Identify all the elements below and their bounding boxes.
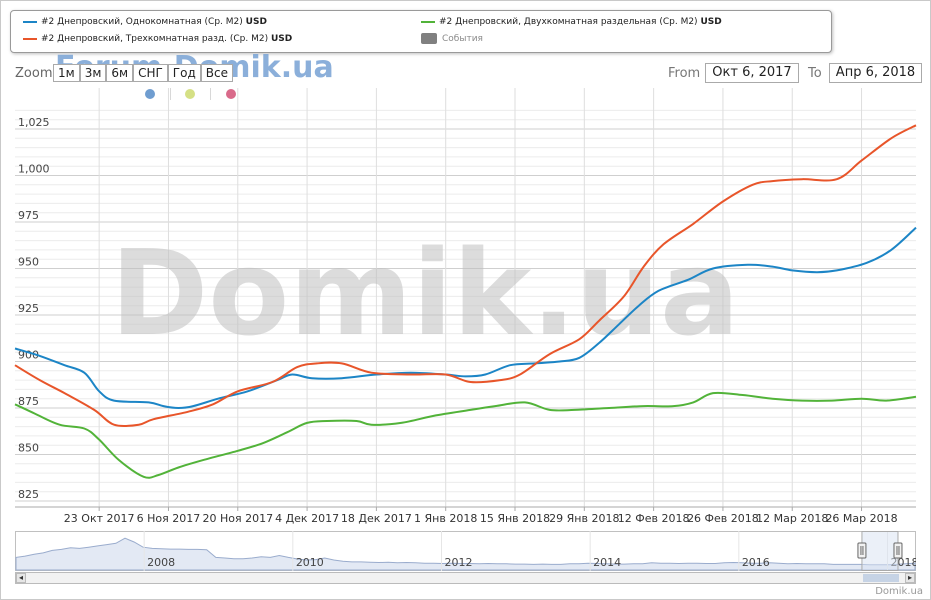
x-tick-label: 23 Окт 2017 <box>64 512 135 525</box>
legend-line-icon <box>421 20 435 23</box>
scrollbar[interactable]: ◂ ▸ <box>15 572 916 584</box>
legend-line-icon <box>23 20 37 23</box>
navigator-window[interactable] <box>861 531 899 571</box>
x-tick-label: 6 Ноя 2017 <box>137 512 201 525</box>
series-line-two-room <box>14 391 917 479</box>
y-tick-label: 975 <box>18 209 39 222</box>
navigator-handles[interactable] <box>857 542 903 559</box>
legend-item-two-room[interactable]: #2 Днепровский, Двухкомнатная раздельная… <box>421 17 722 27</box>
zoom-1m-button[interactable]: 1м <box>53 64 80 82</box>
navigator-year-label: 2010 <box>296 556 324 569</box>
events-flag-icon <box>421 33 437 44</box>
x-tick-label: 18 Дек 2017 <box>341 512 412 525</box>
main-chart: Domik.ua 8258508759009259509751,0001,025… <box>14 88 917 525</box>
navigator-year-label: 2012 <box>444 556 472 569</box>
legend-item-three-room[interactable]: #2 Днепровский, Трехкомнатная разд. (Ср.… <box>23 34 292 44</box>
y-tick-label: 925 <box>18 302 39 315</box>
event-dot-yellow[interactable] <box>185 89 195 99</box>
scroll-right-arrow-icon[interactable]: ▸ <box>905 573 915 583</box>
y-tick-label: 950 <box>18 256 39 269</box>
x-tick-label: 29 Янв 2018 <box>549 512 619 525</box>
vertical-grid <box>98 88 863 507</box>
event-dot-blue[interactable] <box>145 89 155 99</box>
zoom-ytd-button[interactable]: СНГ <box>133 64 168 82</box>
navigator-handle[interactable] <box>857 542 867 559</box>
x-tick-label: 20 Ноя 2017 <box>202 512 273 525</box>
event-divider <box>170 88 171 100</box>
scroll-thumb[interactable] <box>862 574 899 582</box>
credit-link[interactable]: Domik.ua <box>875 586 923 597</box>
to-label: To <box>808 66 822 81</box>
from-label: From <box>668 66 701 81</box>
x-tick-label: 1 Янв 2018 <box>414 512 477 525</box>
navigator-handle[interactable] <box>893 542 903 559</box>
x-tick-label: 12 Мар 2018 <box>756 512 828 525</box>
zoom-6m-button[interactable]: 6м <box>106 64 134 82</box>
zoom-1y-button[interactable]: Год <box>167 64 201 82</box>
y-tick-label: 1,025 <box>18 116 50 129</box>
chart-legend: #2 Днепровский, Однокомнатная (Ср. М2) U… <box>10 10 832 53</box>
zoom-buttons: 1м 3м 6м СНГ Год Все <box>53 64 233 82</box>
series-line-three-room <box>14 124 917 428</box>
navigator[interactable]: 2008 2010 2012 2014 2016 2018 <box>15 531 916 571</box>
navigator-year-label: 2016 <box>742 556 770 569</box>
y-tick-label: 825 <box>18 488 39 501</box>
y-tick-label: 1,000 <box>18 163 50 176</box>
event-dot-pink[interactable] <box>226 89 236 99</box>
to-date-input[interactable]: Апр 6, 2018 <box>829 63 922 83</box>
x-axis-labels: 23 Окт 2017 6 Ноя 2017 20 Ноя 2017 4 Дек 20… <box>64 507 898 525</box>
from-date-input[interactable]: Окт 6, 2017 <box>705 63 799 83</box>
zoom-3m-button[interactable]: 3м <box>79 64 107 82</box>
x-tick-label: 15 Янв 2018 <box>480 512 550 525</box>
x-tick-label: 26 Фев 2018 <box>687 512 759 525</box>
x-tick-label: 4 Дек 2017 <box>275 512 339 525</box>
zoom-all-button[interactable]: Все <box>200 64 233 82</box>
navigator-area <box>15 537 916 571</box>
series-line-one-room <box>14 226 917 409</box>
y-tick-label: 850 <box>18 442 39 455</box>
event-divider <box>210 88 211 100</box>
scroll-left-arrow-icon[interactable]: ◂ <box>16 573 26 583</box>
series-layer <box>14 124 917 479</box>
navigator-series <box>15 537 916 571</box>
domik-watermark: Domik.ua <box>110 224 739 362</box>
legend-line-icon <box>23 37 37 40</box>
y-tick-label: 875 <box>18 395 39 408</box>
navigator-year-label: 2014 <box>593 556 621 569</box>
x-tick-label: 26 Мар 2018 <box>825 512 897 525</box>
navigator-year-label: 2008 <box>147 556 175 569</box>
legend-item-events[interactable]: События <box>421 33 483 44</box>
x-tick-label: 12 Фев 2018 <box>618 512 690 525</box>
legend-item-one-room[interactable]: #2 Днепровский, Однокомнатная (Ср. М2) U… <box>23 17 267 27</box>
zoom-label: Zoom <box>15 66 53 81</box>
